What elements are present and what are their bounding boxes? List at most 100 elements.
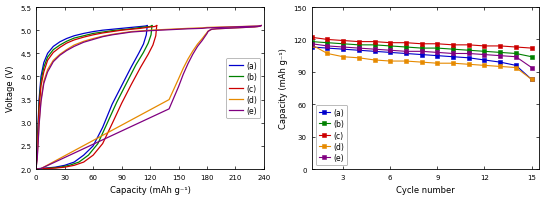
(b)	[434, 48, 440, 50]
(e)	[403, 51, 409, 53]
(a)	[450, 56, 456, 59]
(e)	[497, 55, 504, 58]
(b)	[497, 52, 504, 54]
(b)	[481, 51, 488, 53]
(d)	[419, 62, 425, 64]
Line: (c): (c)	[36, 26, 157, 169]
(c)	[99, 143, 106, 145]
(e)	[202, 36, 208, 38]
(c)	[36, 168, 43, 170]
(e)	[207, 30, 213, 32]
(b)	[57, 166, 63, 169]
(e)	[528, 67, 535, 69]
(e)	[251, 27, 258, 29]
(d)	[355, 57, 362, 60]
Line: (e): (e)	[36, 26, 261, 169]
(a)	[308, 47, 315, 49]
(b)	[450, 49, 456, 51]
Line: (c): (c)	[310, 36, 534, 51]
(e)	[257, 26, 263, 28]
(a)	[109, 104, 116, 106]
(c)	[481, 45, 488, 48]
(d)	[223, 28, 229, 30]
(d)	[481, 65, 488, 67]
(b)	[355, 44, 362, 47]
Line: (b): (b)	[36, 26, 152, 169]
Line: (d): (d)	[36, 26, 261, 169]
(c)	[90, 154, 96, 157]
(a)	[403, 53, 409, 55]
(d)	[450, 63, 456, 65]
(d)	[308, 44, 315, 47]
(b)	[140, 52, 147, 54]
(d)	[324, 53, 331, 55]
(b)	[132, 64, 139, 67]
(a)	[355, 50, 362, 52]
(e)	[355, 48, 362, 50]
(a)	[71, 161, 77, 163]
(d)	[340, 56, 347, 59]
Line: (a): (a)	[36, 26, 147, 169]
(a)	[128, 67, 135, 69]
Line: (b): (b)	[310, 40, 534, 60]
(b)	[371, 44, 378, 47]
(b)	[76, 161, 82, 163]
(a)	[140, 44, 147, 46]
(c)	[324, 39, 331, 41]
Y-axis label: Capacity (mAh g⁻¹): Capacity (mAh g⁻¹)	[279, 48, 288, 129]
(e)	[308, 43, 315, 46]
(d)	[497, 66, 504, 68]
(b)	[465, 50, 472, 52]
(b)	[403, 47, 409, 49]
(e)	[33, 168, 39, 170]
(a)	[99, 127, 106, 129]
X-axis label: Capacity (mAh g⁻¹): Capacity (mAh g⁻¹)	[110, 186, 191, 194]
(e)	[242, 27, 249, 29]
(d)	[371, 59, 378, 62]
(c)	[465, 44, 472, 47]
(b)	[308, 41, 315, 44]
(c)	[419, 43, 425, 46]
(e)	[209, 29, 215, 31]
(c)	[71, 164, 77, 167]
(c)	[513, 47, 519, 49]
(b)	[113, 101, 120, 104]
Legend: (a), (b), (c), (d), (e): (a), (b), (c), (d), (e)	[316, 105, 347, 165]
(e)	[255, 26, 262, 29]
(a)	[81, 154, 87, 157]
(e)	[205, 31, 211, 34]
(a)	[497, 62, 504, 64]
(e)	[434, 52, 440, 54]
(c)	[154, 25, 160, 28]
(d)	[258, 25, 264, 28]
(b)	[419, 48, 425, 50]
(d)	[251, 27, 258, 29]
X-axis label: Cycle number: Cycle number	[396, 186, 455, 194]
(d)	[242, 27, 249, 29]
(d)	[207, 30, 213, 32]
(d)	[255, 26, 262, 29]
(b)	[145, 43, 152, 45]
(c)	[128, 84, 135, 87]
(a)	[324, 48, 331, 50]
(d)	[204, 32, 210, 35]
(a)	[371, 51, 378, 53]
(d)	[180, 68, 186, 70]
(c)	[150, 45, 156, 47]
(a)	[36, 168, 43, 170]
(c)	[118, 103, 125, 105]
(b)	[47, 167, 54, 169]
(e)	[450, 53, 456, 55]
(b)	[324, 42, 331, 45]
(a)	[513, 65, 519, 67]
(b)	[33, 168, 39, 170]
(e)	[190, 54, 196, 56]
(a)	[43, 167, 49, 169]
(d)	[199, 38, 205, 41]
(c)	[434, 43, 440, 46]
(c)	[450, 44, 456, 47]
(d)	[465, 64, 472, 66]
(c)	[137, 67, 144, 69]
(e)	[166, 108, 172, 111]
(c)	[403, 42, 409, 45]
